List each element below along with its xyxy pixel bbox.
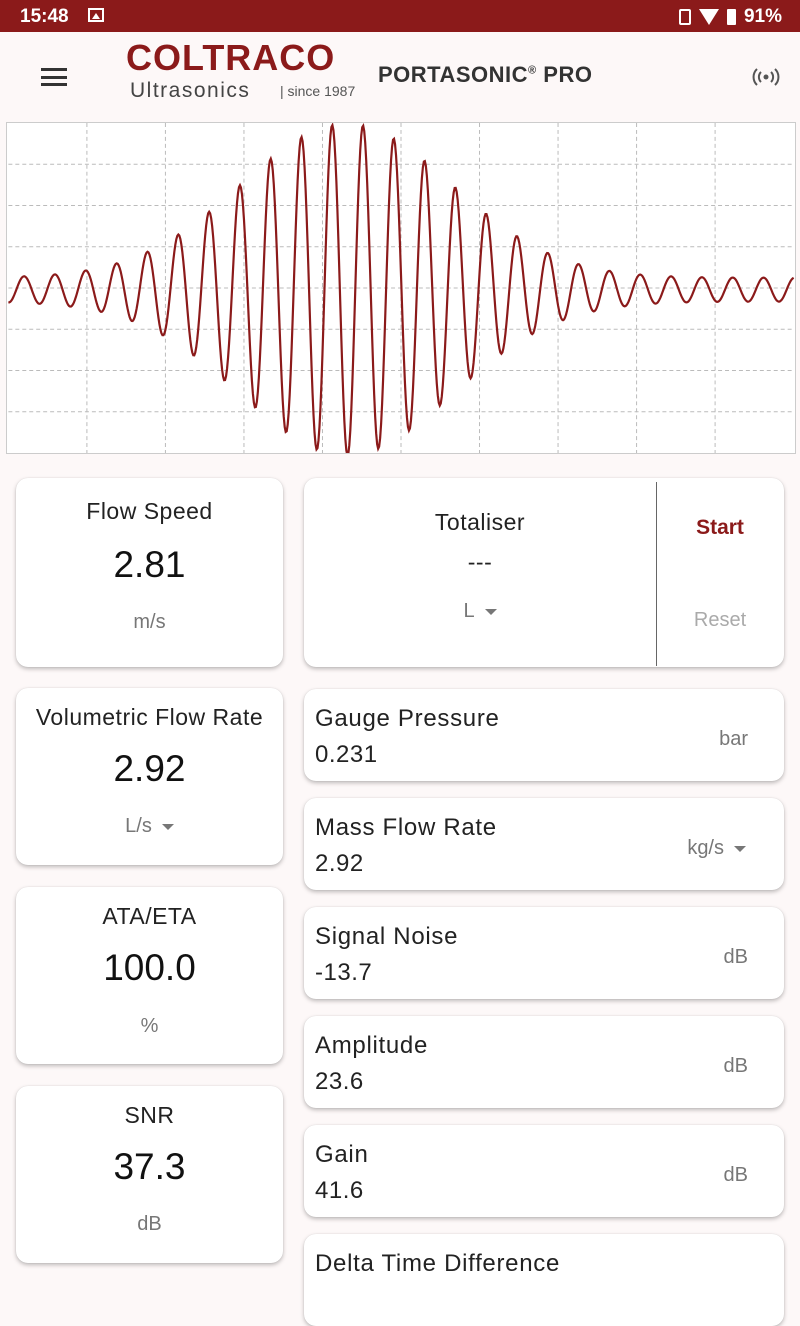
amplitude-title: Amplitude: [315, 1032, 429, 1059]
mass-flow-unit: kg/s: [687, 837, 724, 859]
delta-time-card: Delta Time Difference: [304, 1234, 784, 1326]
volumetric-flow-unit: L/s: [125, 815, 152, 837]
menu-icon[interactable]: [41, 68, 67, 86]
mass-flow-title: Mass Flow Rate: [315, 814, 497, 841]
chevron-down-icon: [484, 608, 497, 615]
amplitude-unit: dB: [723, 1055, 748, 1077]
gain-card: Gain 41.6 dB: [304, 1125, 784, 1217]
wifi-icon: [698, 9, 719, 25]
chevron-down-icon: [734, 845, 746, 852]
amplitude-card: Amplitude 23.6 dB: [304, 1016, 784, 1108]
reset-button[interactable]: Reset: [693, 609, 747, 631]
vibrate-icon: [678, 9, 691, 25]
battery-icon: [726, 9, 736, 25]
snr-card: SNR 37.3 dB: [16, 1086, 283, 1263]
gain-title: Gain: [315, 1141, 369, 1168]
product-name-text: PORTASONIC: [378, 62, 529, 87]
gauge-pressure-card: Gauge Pressure 0.231 bar: [304, 689, 784, 781]
ata-eta-title: ATA/ETA: [102, 903, 197, 929]
signal-noise-unit: dB: [723, 946, 748, 968]
signal-noise-card: Signal Noise -13.7 dB: [304, 907, 784, 999]
status-time: 15:48: [20, 6, 69, 27]
totaliser-title: Totaliser: [434, 509, 526, 535]
status-bar: 15:48 91%: [0, 0, 800, 32]
gauge-pressure-unit: bar: [719, 728, 748, 750]
mass-flow-card: Mass Flow Rate 2.92 kg/s: [304, 798, 784, 890]
broadcast-icon[interactable]: [752, 68, 780, 86]
product-suffix: PRO: [536, 62, 593, 87]
registered-mark: ®: [528, 64, 537, 77]
totaliser-value: ---: [467, 549, 493, 575]
flow-speed-value: 2.81: [113, 544, 186, 585]
totaliser-divider: [656, 482, 657, 666]
logo-brand: COLTRACO: [126, 37, 336, 78]
ata-eta-unit: %: [140, 1015, 159, 1037]
waveform-signal: [8, 123, 795, 453]
waveform-display: [6, 122, 796, 454]
image-icon: [88, 8, 104, 22]
volumetric-flow-value: 2.92: [113, 748, 186, 789]
volumetric-flow-card: Volumetric Flow Rate 2.92 L/s: [16, 688, 283, 865]
product-name: PORTASONIC® PRO: [378, 62, 592, 88]
flow-speed-unit: m/s: [133, 611, 166, 633]
amplitude-value: 23.6: [315, 1068, 364, 1095]
gauge-pressure-value: 0.231: [315, 741, 378, 768]
logo-subtitle: Ultrasonics: [130, 79, 251, 102]
battery-level: 91%: [743, 6, 782, 27]
app-header: COLTRACO Ultrasonics | since 1987 PORTAS…: [0, 32, 800, 118]
totaliser-card: Totaliser --- L Start Reset: [304, 478, 784, 667]
totaliser-unit-select[interactable]: L: [304, 600, 656, 623]
signal-noise-value: -13.7: [315, 959, 373, 986]
snr-value: 37.3: [113, 1146, 186, 1187]
gauge-pressure-title: Gauge Pressure: [315, 705, 500, 732]
totaliser-unit: L: [463, 600, 475, 622]
start-button[interactable]: Start: [696, 516, 744, 539]
volumetric-flow-title: Volumetric Flow Rate: [35, 704, 264, 730]
delta-time-title: Delta Time Difference: [315, 1250, 561, 1277]
snr-unit: dB: [137, 1213, 162, 1235]
gain-value: 41.6: [315, 1177, 364, 1204]
gain-unit: dB: [723, 1164, 748, 1186]
signal-noise-title: Signal Noise: [315, 923, 459, 950]
volumetric-unit-select[interactable]: L/s: [16, 815, 283, 838]
mass-flow-unit-select[interactable]: kg/s: [687, 837, 746, 860]
mass-flow-value: 2.92: [315, 850, 364, 877]
chevron-down-icon: [161, 823, 174, 830]
flow-speed-title: Flow Speed: [86, 498, 213, 524]
logo-since: | since 1987: [280, 83, 356, 99]
snr-title: SNR: [124, 1102, 175, 1128]
ata-eta-value: 100.0: [103, 947, 196, 988]
status-icons: 91%: [678, 6, 782, 28]
ata-eta-card: ATA/ETA 100.0 %: [16, 887, 283, 1064]
flow-speed-card: Flow Speed 2.81 m/s: [16, 478, 283, 667]
